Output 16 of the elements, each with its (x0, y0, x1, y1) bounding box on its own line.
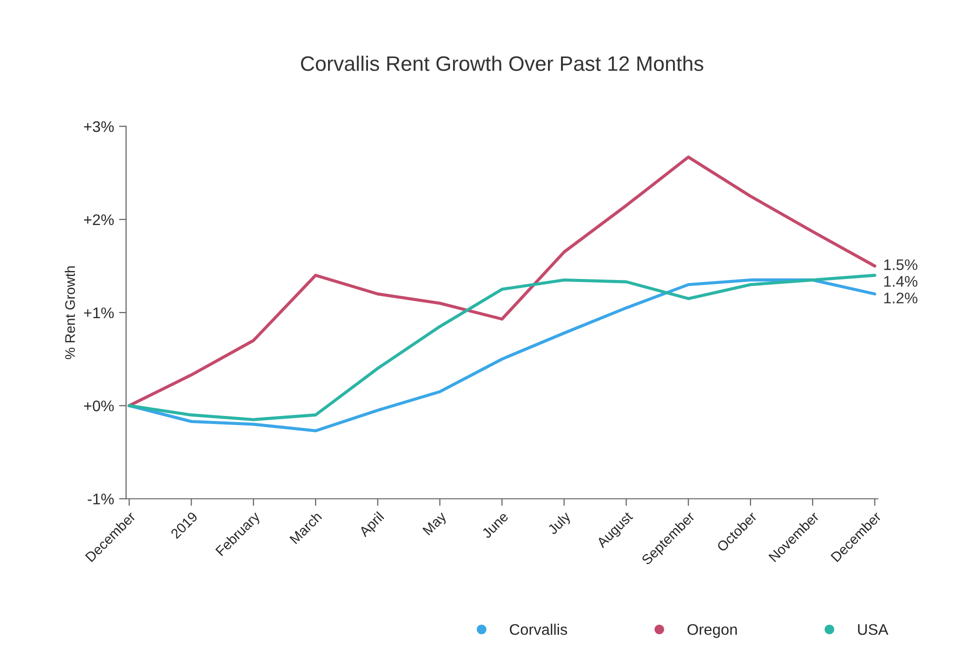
line-series (128, 156, 876, 408)
legend-label: Oregon (688, 624, 737, 638)
legend-label: Corvallis (510, 624, 568, 635)
data-label: 1.4% (884, 276, 918, 287)
x-tick-label: July (546, 510, 574, 538)
legend-label: USA (858, 624, 888, 635)
y-axis-title: % Rent Growth (64, 266, 75, 360)
y-tick-label: +2% (84, 214, 114, 226)
x-tick-label: May (422, 510, 449, 538)
data-label: 1.5% (884, 259, 918, 270)
chart-title: Corvallis Rent Growth Over Past 12 Months (301, 56, 704, 71)
y-tick-label: +0% (84, 400, 114, 412)
y-tick-label: +3% (84, 121, 114, 132)
y-tick-label: +1% (84, 307, 114, 318)
data-label: 1.2% (884, 292, 918, 304)
y-tick-label: -1% (88, 494, 114, 504)
